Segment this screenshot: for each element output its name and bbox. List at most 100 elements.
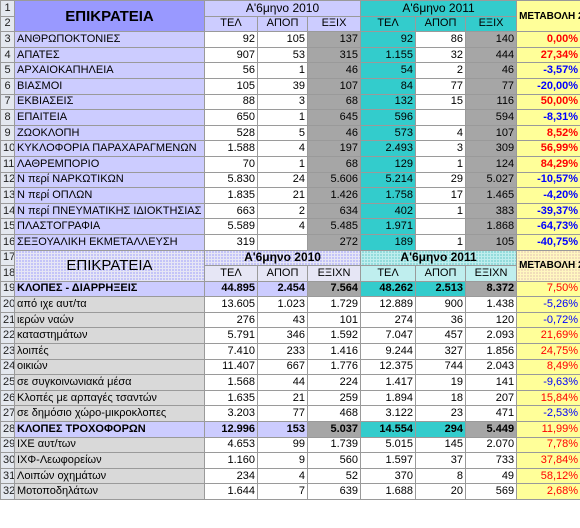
value-cell[interactable]: 1 — [415, 155, 467, 173]
value-cell[interactable]: 132 — [360, 93, 417, 111]
row-header[interactable]: 31 — [0, 467, 15, 485]
value-cell[interactable]: 44 — [257, 374, 308, 391]
value-cell[interactable]: 5.485 — [306, 218, 362, 235]
row-header[interactable]: 32 — [0, 483, 15, 500]
value-cell[interactable]: 315 — [306, 46, 362, 64]
row-header[interactable]: 8 — [0, 109, 15, 126]
value-cell[interactable]: 744 — [415, 358, 467, 376]
value-cell[interactable]: 7.410 — [204, 343, 258, 360]
value-cell[interactable]: 2.070 — [465, 436, 518, 454]
value-cell[interactable]: 37 — [415, 452, 467, 469]
value-cell[interactable]: 107 — [465, 124, 518, 142]
row-header[interactable]: 13 — [0, 187, 15, 204]
value-cell[interactable]: 2.043 — [465, 358, 518, 376]
change-cell[interactable]: 0,00% — [516, 31, 580, 48]
value-cell[interactable]: 5.449 — [465, 421, 518, 438]
value-cell[interactable]: 153 — [257, 421, 308, 438]
change-cell[interactable]: -2,53% — [516, 405, 580, 423]
value-cell[interactable]: 667 — [257, 358, 308, 376]
value-cell[interactable]: 116 — [465, 93, 518, 111]
value-cell[interactable]: 272 — [306, 233, 362, 251]
row-header[interactable]: 25 — [0, 374, 15, 391]
value-cell[interactable]: 105 — [465, 233, 518, 251]
value-cell[interactable]: 7 — [257, 483, 308, 500]
change-cell[interactable]: 7,78% — [516, 436, 580, 454]
value-cell[interactable]: 2 — [257, 202, 308, 220]
row-label[interactable]: ΑΠΑΤΕΣ — [14, 46, 205, 64]
change-cell[interactable]: -64,73% — [516, 218, 580, 235]
value-cell[interactable]: 234 — [204, 467, 258, 485]
value-cell[interactable]: 645 — [306, 109, 362, 126]
value-cell[interactable]: 1.856 — [465, 343, 518, 360]
row-label[interactable]: ΙΧΕ αυτ/των — [14, 436, 205, 454]
row-label[interactable]: σε δημόσιο χώρο-μικροκλοπες — [14, 405, 205, 423]
value-cell[interactable]: 383 — [465, 202, 518, 220]
column-header[interactable]: ΑΠΟΠ — [415, 15, 467, 33]
value-cell[interactable]: 68 — [306, 93, 362, 111]
value-cell[interactable]: 907 — [204, 46, 258, 64]
value-cell[interactable]: 1.739 — [306, 436, 362, 454]
column-header[interactable]: ΕΞΙΧ — [465, 15, 518, 33]
row-label[interactable]: Ν περί ΟΠΛΩΝ — [14, 187, 205, 204]
value-cell[interactable]: 4 — [257, 467, 308, 485]
value-cell[interactable]: 20 — [415, 483, 467, 500]
row-header[interactable]: 17 — [0, 249, 15, 267]
value-cell[interactable]: 3.203 — [204, 405, 258, 423]
value-cell[interactable]: 1.568 — [204, 374, 258, 391]
column-header[interactable]: ΤΕΛ — [360, 265, 417, 282]
value-cell[interactable]: 594 — [465, 109, 518, 126]
value-cell[interactable]: 8 — [415, 467, 467, 485]
value-cell[interactable] — [415, 109, 467, 126]
value-cell[interactable]: 120 — [465, 311, 518, 329]
value-cell[interactable]: 49 — [465, 467, 518, 485]
period-2010-header[interactable]: Α'6μηνο 2010 — [203, 0, 362, 17]
value-cell[interactable]: 52 — [306, 467, 362, 485]
change-cell[interactable]: -20,00% — [516, 77, 580, 95]
row-label[interactable]: ΚΛΟΠΕΣ - ΔΙΑΡΡΗΞΕΙΣ — [14, 280, 205, 298]
row-label[interactable]: λοιπές — [14, 343, 205, 360]
value-cell[interactable]: 39 — [257, 77, 308, 95]
value-cell[interactable]: 92 — [360, 31, 417, 48]
value-cell[interactable]: 5.037 — [306, 421, 362, 438]
row-header[interactable]: 22 — [0, 327, 15, 345]
column-header[interactable]: ΕΞΙΧ — [306, 15, 362, 33]
change-cell[interactable]: -8,31% — [516, 109, 580, 126]
value-cell[interactable]: 17 — [415, 187, 467, 204]
value-cell[interactable]: 663 — [204, 202, 258, 220]
row-label[interactable]: Ν περί ΝΑΡΚΩΤΙΚΩΝ — [14, 171, 205, 189]
value-cell[interactable]: 36 — [415, 311, 467, 329]
row-label[interactable]: Μοτοποδηλάτων — [14, 483, 205, 500]
value-cell[interactable]: 2.513 — [415, 280, 467, 298]
change-cell[interactable]: -4,20% — [516, 187, 580, 204]
row-header[interactable]: 23 — [0, 343, 15, 360]
value-cell[interactable]: 309 — [465, 140, 518, 157]
value-cell[interactable]: 105 — [204, 77, 258, 95]
change-cell[interactable]: 84,29% — [516, 155, 580, 173]
value-cell[interactable]: 4 — [415, 124, 467, 142]
value-cell[interactable]: 5.791 — [204, 327, 258, 345]
value-cell[interactable]: 12.996 — [204, 421, 258, 438]
value-cell[interactable]: 1.155 — [360, 46, 417, 64]
row-label[interactable]: ΙΧΦ-Λεωφορείων — [14, 452, 205, 469]
value-cell[interactable]: 2.454 — [257, 280, 308, 298]
value-cell[interactable]: 13.605 — [204, 296, 258, 313]
value-cell[interactable]: 84 — [360, 77, 417, 95]
value-cell[interactable]: 5.027 — [465, 171, 518, 189]
row-label[interactable]: ΣΕΞΟΥΑΛΙΚΗ ΕΚΜΕΤΑΛΛΕΥΣΗ — [14, 233, 205, 251]
change-cell[interactable]: -3,57% — [516, 62, 580, 79]
value-cell[interactable]: 402 — [360, 202, 417, 220]
value-cell[interactable]: 274 — [360, 311, 417, 329]
change-cell[interactable]: 37,84% — [516, 452, 580, 469]
column-header[interactable]: ΑΠΟΠ — [415, 265, 467, 282]
section-title[interactable]: ΕΠΙΚΡΑΤΕΙΑ — [14, 249, 205, 282]
change-header[interactable]: ΜΕΤΑΒΟΛΗ 2011-2010 — [516, 249, 580, 282]
value-cell[interactable]: 1.894 — [360, 389, 417, 407]
change-cell[interactable]: -10,57% — [516, 171, 580, 189]
value-cell[interactable]: 276 — [204, 311, 258, 329]
row-label[interactable]: Λοιπών οχημάτων — [14, 467, 205, 485]
value-cell[interactable]: 197 — [306, 140, 362, 157]
row-header[interactable]: 16 — [0, 233, 15, 251]
row-header[interactable]: 5 — [0, 62, 15, 79]
row-header[interactable]: 27 — [0, 405, 15, 423]
value-cell[interactable]: 5.830 — [204, 171, 258, 189]
